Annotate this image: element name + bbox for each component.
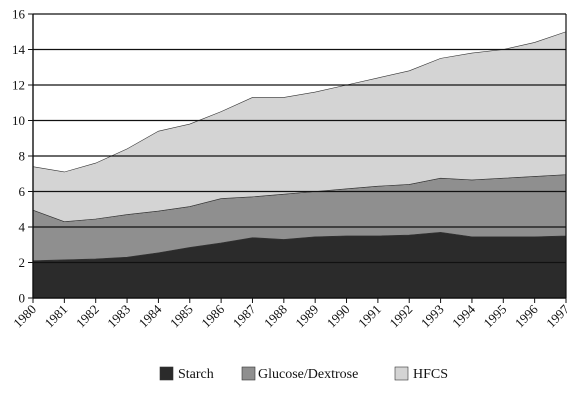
y-tick-label: 10: [12, 113, 25, 128]
y-tick-label: 12: [12, 78, 25, 93]
x-tick-label: 1986: [198, 301, 227, 330]
x-tick-label: 1981: [41, 302, 70, 331]
x-tick-label: 1992: [386, 302, 415, 331]
legend-label-glucose-dextrose: Glucose/Dextrose: [258, 367, 358, 382]
area-layer: [32, 31, 567, 299]
y-tick-label: 8: [19, 149, 26, 164]
x-tick-label: 1994: [449, 301, 478, 330]
x-tick-label: 1983: [104, 302, 133, 331]
x-tick-labels: 1980 1981 1982 1983 1984 1985 1986 1987 1988 1989…: [10, 298, 572, 331]
y-tick-label: 0: [19, 291, 26, 306]
x-tick-label: 1991: [355, 302, 384, 331]
legend-label-starch: Starch: [178, 367, 214, 382]
y-tick-label: 16: [12, 7, 26, 22]
legend: Starch Glucose/Dextrose HFCS: [159, 366, 448, 382]
x-tick-label: 1990: [324, 302, 353, 331]
x-tick-label: 1982: [73, 302, 102, 331]
legend-swatch-glucose-dextrose: [241, 366, 256, 381]
x-tick-label: 1996: [512, 301, 541, 330]
x-tick-label: 1987: [230, 301, 259, 330]
y-tick-label: 2: [19, 255, 26, 270]
x-tick-label: 1995: [480, 302, 509, 331]
y-tick-label: 4: [19, 220, 26, 235]
x-tick-label: 1985: [167, 302, 196, 331]
legend-swatch-hfcs: [394, 366, 409, 381]
legend-swatch-starch: [159, 366, 174, 381]
y-tick-labels: 0 2 4 6 8 10 12 14 16: [12, 7, 33, 306]
y-tick-label: 14: [12, 42, 26, 57]
x-tick-label: 1989: [292, 302, 321, 331]
x-tick-label: 1988: [261, 302, 290, 331]
x-tick-label: 1984: [136, 301, 165, 330]
x-tick-label: 1997: [543, 301, 572, 330]
x-tick-label: 1980: [10, 302, 39, 331]
grid-lines: [33, 13, 566, 264]
y-tick-label: 6: [19, 184, 26, 199]
x-tick-label: 1993: [418, 302, 447, 331]
legend-label-hfcs: HFCS: [413, 367, 448, 382]
